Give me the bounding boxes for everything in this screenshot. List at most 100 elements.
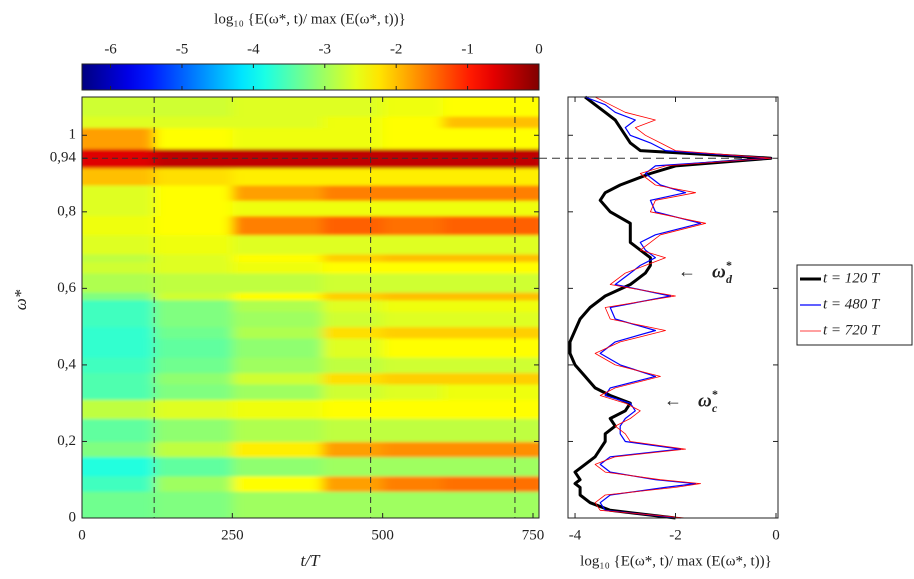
heatmap-cell [154,418,233,442]
heatmap-cell [442,475,539,492]
heatmap-cell [154,97,233,117]
heatmap-cell [82,200,155,217]
heatmap-cell [382,372,444,385]
colorbar-tick-label: 0 [535,41,543,57]
annotation-sup: * [726,258,732,272]
heatmap-cell [82,372,155,385]
heatmap-cell [382,127,444,150]
heatmap-cell [322,234,384,255]
heatmap-cell [82,116,155,129]
heatmap-cell [232,418,324,442]
heatmap-cell [442,234,539,255]
heatmap-cell [322,273,384,293]
y-tick-label: 1 [69,127,77,143]
heatmap-cell [82,253,155,263]
heatmap-cell [154,456,233,477]
heatmap-cell [82,475,155,492]
heatmap-cell [82,311,155,328]
heatmap-cell [154,273,233,293]
heatmap-cell [232,127,324,150]
heatmap-cell [382,456,444,477]
colorbar-tick-label: -5 [176,41,189,57]
colorbar [81,63,540,91]
heatmap-cell [232,200,324,217]
heatmap-cell [154,491,233,518]
heatmap-cell [322,418,384,442]
heatmap-cell [322,299,384,312]
x-axis-label: log₁₀ {E(ω*, t)/ max (E(ω*, t))} [580,553,772,569]
annotation-symbol: ω [712,261,726,282]
heatmap-cell [382,311,444,328]
annotation-sub: d [726,272,733,286]
heatmap-cell [82,399,155,419]
heatmap-cell [232,167,324,186]
heatmap-cell [232,441,324,458]
heatmap-cell [322,372,384,385]
heatmap-cell [232,475,324,492]
heatmap-cell [322,200,384,217]
x-tick-label: 500 [371,527,394,543]
heatmap-cell [322,357,384,374]
heatmap-cell [322,167,384,186]
y-tick-label: 0,6 [57,280,76,296]
legend-label: t = 480 T [823,296,881,312]
heatmap-cell [442,273,539,293]
heatmap-cell [382,200,444,217]
heatmap-cell [322,215,384,236]
heatmap-cell [442,311,539,328]
heatmap-cell [442,326,539,339]
heatmap-cell [442,97,539,117]
heatmap-cell [82,97,155,117]
heatmap-cell [82,357,155,374]
heatmap-cell [154,326,233,339]
y-tick-label: 0,8 [57,203,76,219]
heatmap-cell [82,234,155,255]
heatmap-cell [322,326,384,339]
x-tick-label: 750 [522,527,545,543]
heatmap-cell [322,338,384,358]
heatmap-cell [82,384,155,400]
heatmap-cell [232,273,324,293]
heatmap-cell [154,441,233,458]
heatmap-cell [154,116,233,129]
heatmap-cell [322,185,384,201]
heatmap-cell [322,292,384,301]
annotation-arrow: ← [664,390,682,410]
heatmap-cell [442,491,539,518]
heatmap-cell [322,384,384,400]
heatmap-cell [322,491,384,518]
heatmap-cell [442,167,539,186]
heatmap-cell [232,215,324,236]
x-tick-label: -4 [569,527,582,543]
y-axis-label: ω* [11,289,30,310]
heatmap-cell [232,491,324,518]
heatmap-cell [442,418,539,442]
heatmap-cell [82,215,155,236]
heatmap-cell [232,338,324,358]
heatmap-cell [442,292,539,301]
heatmap-cell [232,384,324,400]
heatmap-cell [232,292,324,301]
heatmap-cell [442,441,539,458]
heatmap-cell [382,299,444,312]
heatmap-cell [322,399,384,419]
heatmap-cell [232,326,324,339]
heatmap-cell [82,491,155,518]
colorbar-tick-label: -3 [319,41,332,57]
x-tick-label: 0 [772,527,780,543]
heatmap-cell [442,253,539,263]
heatmap-cell [154,299,233,312]
heatmap-cell [154,311,233,328]
heatmap-cell [154,292,233,301]
heatmap-cell [232,456,324,477]
heatmap-cell [154,185,233,201]
heatmap-cell [82,326,155,339]
heatmap-cell [442,384,539,400]
heatmap-cell [232,261,324,274]
x-axis-label: t/T [301,551,321,570]
heatmap-cell [382,167,444,186]
heatmap-cell [154,215,233,236]
heatmap-cell [382,491,444,518]
y-tick-label: 0 [69,509,77,525]
heatmap-cell [442,185,539,201]
